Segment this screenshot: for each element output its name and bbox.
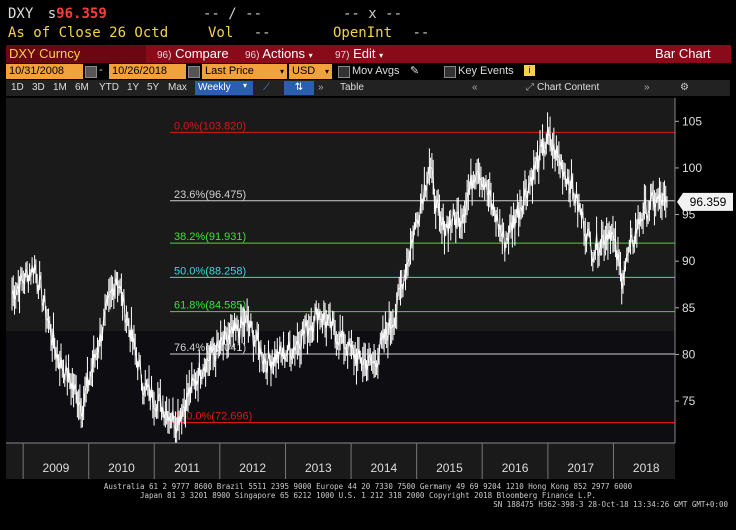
x-tick-label: 2016	[502, 461, 529, 475]
period-1y[interactable]: 1Y	[127, 82, 140, 93]
calendar-icon[interactable]	[85, 66, 97, 78]
y-tick-label: 80	[682, 347, 696, 361]
field-select-label: Last Price	[205, 65, 254, 77]
x-tick-label: 2014	[371, 461, 398, 475]
currency-select[interactable]: USD ▾	[289, 64, 332, 79]
y-tick-label: 100	[682, 161, 702, 175]
last-price-badge	[677, 192, 733, 211]
openint-group: OpenInt --	[333, 25, 429, 41]
key-events-label: Key Events	[458, 65, 514, 77]
gear-icon[interactable]: ⚙	[680, 82, 689, 93]
ticker: DXY	[8, 6, 34, 22]
actions-number: 96)	[245, 50, 260, 61]
chevron-left-icon[interactable]: «	[472, 82, 478, 93]
mov-avgs-checkbox[interactable]	[338, 66, 350, 78]
fib-label: 38.2%(91.931)	[174, 231, 246, 243]
controls-row: 10/31/2008 - 10/26/2018 Last Price ▾ USD…	[6, 64, 730, 80]
period-6m[interactable]: 6M	[75, 82, 89, 93]
actions-dropdown-icon: ▾	[308, 51, 313, 60]
x-tick-label: 2015	[436, 461, 463, 475]
footer-line-1: Australia 61 2 9777 8600 Brazil 5511 239…	[103, 482, 633, 491]
currency-label: USD	[292, 65, 316, 77]
frequency-label: Weekly	[198, 82, 231, 93]
chevron-down-icon: ▾	[279, 67, 284, 76]
last-price: 96.359	[56, 6, 107, 22]
y-tick-label: 75	[682, 394, 696, 408]
period-max[interactable]: Max	[168, 82, 187, 93]
fib-label: 0.0%(103.820)	[174, 120, 246, 132]
chart-content-button[interactable]: Chart Content	[537, 82, 600, 93]
fib-label: 76.4%(80.041)	[174, 342, 246, 354]
x-axis-band	[6, 443, 675, 479]
vol-group: Vol --	[208, 25, 271, 41]
footer: Australia 61 2 9777 8600 Brazil 5511 239…	[0, 482, 736, 509]
edit-label: Edit	[353, 46, 376, 61]
period-bar: 1D 3D 1M 6M YTD 1Y 5Y Max Weekly ▾ ⟋ ⇅ »…	[6, 80, 730, 96]
table-button[interactable]: Table	[340, 82, 364, 93]
edit-number: 97)	[335, 50, 350, 61]
chart-content-icon: ⤢	[526, 82, 534, 93]
actions-button[interactable]: 96) Actions ▾	[242, 45, 333, 63]
edit-dropdown-icon: ▾	[379, 51, 384, 60]
actions-label: Actions	[262, 46, 305, 61]
info-icon[interactable]: i	[524, 65, 535, 76]
as-of-label: As of Close 26 Octd	[8, 25, 169, 41]
security-label: DXY Curncy	[9, 46, 81, 61]
security-field[interactable]: DXY Curncy	[6, 45, 146, 63]
last-price-badge-label: 96.359	[690, 195, 727, 209]
fib-label: 100.0%(72.696)	[174, 411, 252, 423]
x-tick-label: 2010	[108, 461, 135, 475]
change-display: -- / --	[203, 6, 263, 22]
x-tick-label: 2009	[43, 461, 70, 475]
line-chart-icon[interactable]: ⟋	[263, 82, 270, 93]
function-toolbar: DXY Curncy 96) Compare 96) Actions ▾ 97)…	[6, 45, 731, 63]
fib-label: 50.0%(88.258)	[174, 265, 246, 277]
chevron-right-icon[interactable]: »	[644, 82, 650, 93]
pencil-icon[interactable]: ✎	[410, 65, 420, 77]
start-date-field[interactable]: 10/31/2008	[6, 64, 83, 79]
x-tick-label: 2011	[174, 461, 200, 475]
footer-line-3: SN 188475 H362-398-3 28-Oct-18 13:34:26 …	[493, 500, 728, 509]
period-ytd[interactable]: YTD	[99, 82, 119, 93]
period-1d[interactable]: 1D	[11, 82, 24, 93]
openint-label: OpenInt	[333, 25, 393, 41]
x-tick-label: 2018	[633, 461, 660, 475]
openint-value: --	[412, 25, 430, 41]
price-chart[interactable]: 0.0%(103.820) 23.6%(96.475) 38.2%(91.931) 5…	[0, 98, 736, 482]
y-tick-label: 105	[682, 114, 702, 128]
quote-header: DXY s96.359	[8, 6, 107, 22]
edit-button[interactable]: 97) Edit ▾	[332, 45, 395, 63]
footer-line-2: Japan 81 3 3201 8900 Singapore 65 6212 1…	[139, 491, 597, 500]
x-tick-label: 2012	[239, 461, 266, 475]
mov-avgs-label: Mov Avgs	[352, 65, 400, 77]
date-separator: -	[99, 64, 103, 76]
y-tick-label: 85	[682, 301, 696, 315]
calendar-icon[interactable]	[188, 66, 200, 78]
price-prefix: s	[47, 6, 57, 22]
field-select[interactable]: Last Price ▾	[202, 64, 287, 79]
change-display-2: -- x --	[343, 6, 403, 22]
chart-type-button[interactable]: Bar Chart	[652, 45, 731, 63]
x-tick-label: 2013	[305, 461, 332, 475]
compare-label: Compare	[175, 46, 229, 61]
period-3d[interactable]: 3D	[32, 82, 45, 93]
fib-label: 23.6%(96.475)	[174, 189, 246, 201]
x-tick-label: 2017	[567, 461, 594, 475]
y-tick-label: 95	[682, 208, 696, 222]
vol-value: --	[253, 25, 271, 41]
compare-button[interactable]: 96) Compare	[154, 45, 243, 63]
period-5y[interactable]: 5Y	[147, 82, 160, 93]
vol-label: Vol	[208, 25, 234, 41]
compare-number: 96)	[157, 50, 172, 61]
key-events-checkbox[interactable]	[444, 66, 456, 78]
y-tick-label: 90	[682, 254, 696, 268]
chevron-down-icon: ▾	[243, 81, 248, 90]
chart-style-button[interactable]: ⇅	[284, 81, 314, 95]
fib-label: 61.8%(84.585)	[174, 300, 246, 312]
chevron-right-icon[interactable]: »	[318, 82, 324, 93]
period-1m[interactable]: 1M	[53, 82, 67, 93]
end-date-field[interactable]: 10/26/2018	[109, 64, 186, 79]
frequency-select[interactable]: Weekly ▾	[195, 81, 253, 95]
chevron-down-icon: ▾	[324, 67, 329, 76]
